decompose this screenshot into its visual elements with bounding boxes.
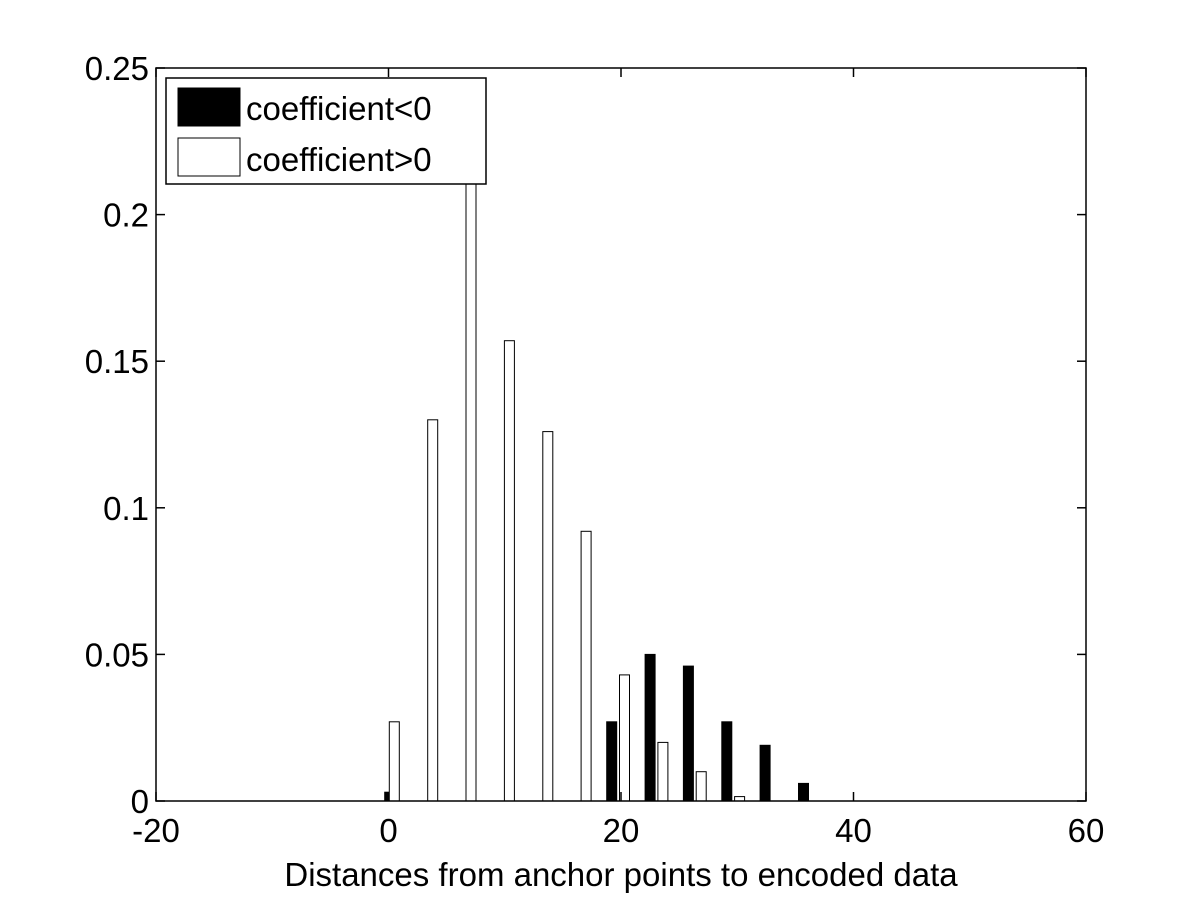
x-axis-label: Distances from anchor points to encoded … xyxy=(284,856,958,893)
bar-positive-6 xyxy=(619,674,630,802)
x-tick-label: 0 xyxy=(379,812,397,849)
bar-positive-1 xyxy=(427,419,439,802)
legend-swatch-positive xyxy=(177,137,241,177)
x-tick-label: 20 xyxy=(603,812,640,849)
bar-negative-2 xyxy=(644,653,656,802)
bar-positive-8 xyxy=(695,771,707,802)
x-tick-label: -20 xyxy=(132,812,180,849)
bar-negative-5 xyxy=(759,744,771,802)
legend-swatch-negative xyxy=(177,87,241,127)
x-tick-label: 40 xyxy=(835,812,872,849)
bar-positive-0 xyxy=(388,721,400,802)
x-tick-label: 60 xyxy=(1068,812,1105,849)
bar-positive-4 xyxy=(542,431,554,802)
legend-label-positive: coefficient>0 xyxy=(246,141,432,178)
legend: coefficient<0 coefficient>0 xyxy=(165,77,487,185)
y-tick-label: 0.2 xyxy=(103,197,149,234)
bar-negative-6 xyxy=(798,782,809,802)
bar-positive-2 xyxy=(465,170,477,802)
bar-positive-5 xyxy=(580,530,592,802)
y-tick-label: 0.25 xyxy=(85,50,149,87)
bar-positive-7 xyxy=(657,741,669,802)
y-tick-label: 0.05 xyxy=(85,636,149,673)
bar-negative-3 xyxy=(682,665,694,802)
y-tick-label: 0.15 xyxy=(85,343,149,380)
y-tick-label: 0 xyxy=(131,783,149,820)
bar-negative-1 xyxy=(606,721,618,802)
y-tick-label: 0.1 xyxy=(103,490,149,527)
legend-label-negative: coefficient<0 xyxy=(246,90,432,127)
bar-positive-3 xyxy=(503,340,515,802)
bar-negative-4 xyxy=(721,721,733,802)
